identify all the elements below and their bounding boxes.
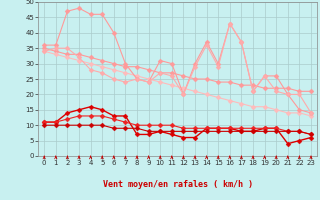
X-axis label: Vent moyen/en rafales ( km/h ): Vent moyen/en rafales ( km/h ) [103,180,252,189]
